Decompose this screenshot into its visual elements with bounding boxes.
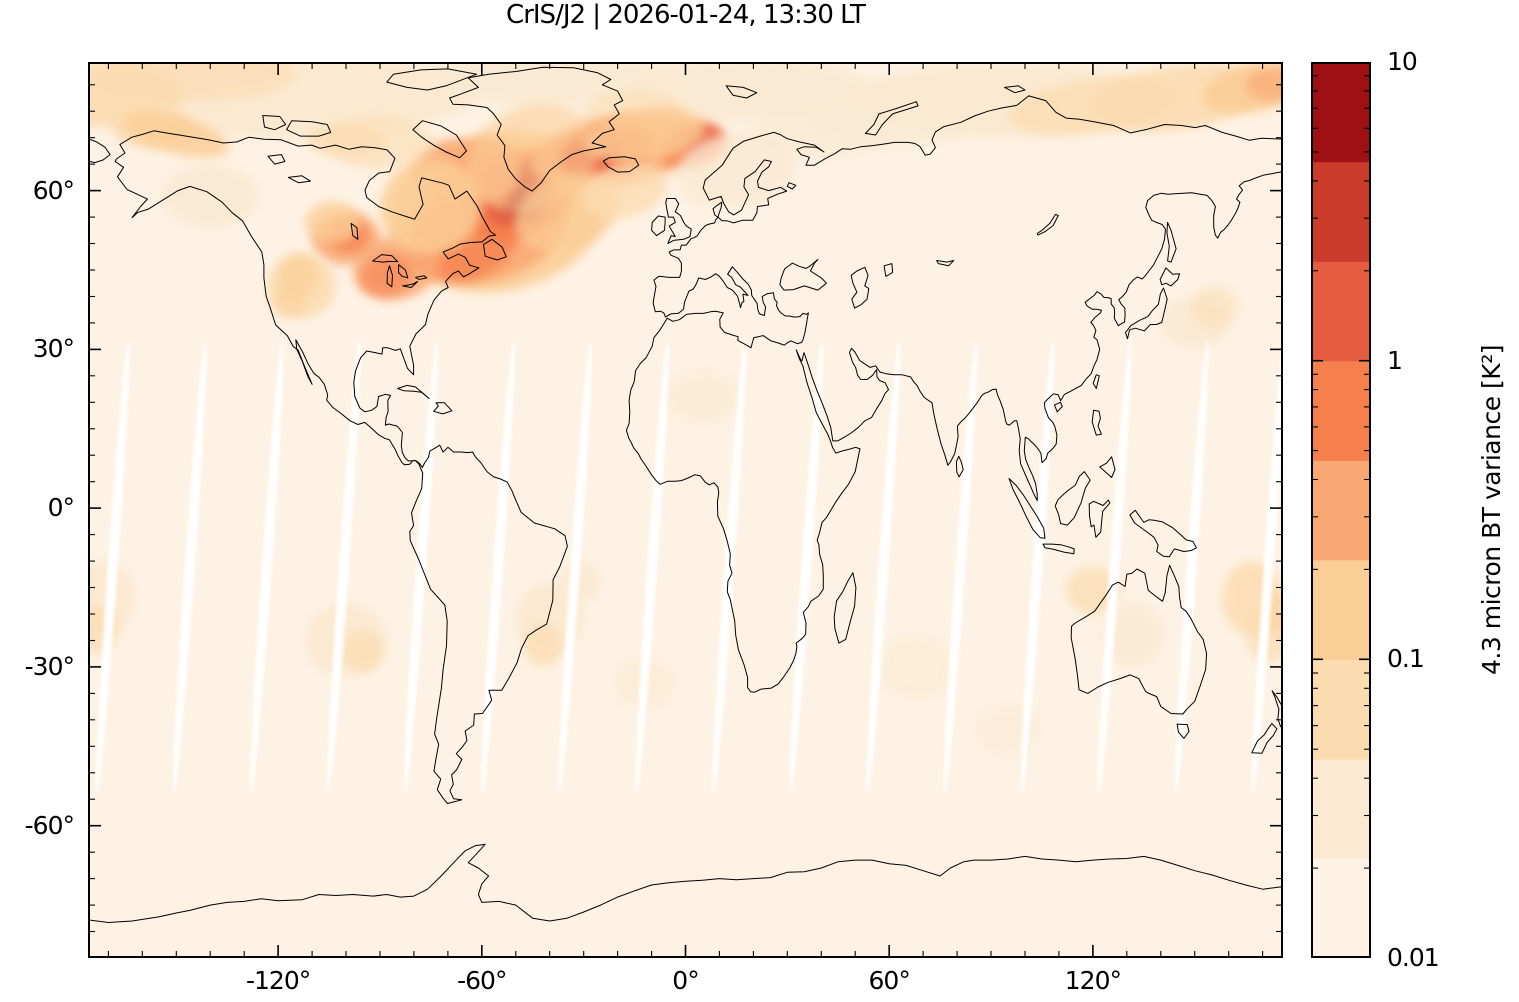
x-tick-label: 120°: [1064, 966, 1122, 995]
colorbar-tick-label: 0.1: [1387, 644, 1425, 674]
colorbar: [1311, 62, 1371, 958]
colorbar-tick-label: 10: [1387, 47, 1418, 76]
y-tick-label: -30°: [24, 651, 75, 681]
x-tick-label: 60°: [868, 966, 911, 995]
y-tick-label: 30°: [32, 334, 75, 364]
y-tick-label: -60°: [24, 810, 75, 840]
map-axes: [88, 62, 1283, 958]
colorbar-title: 4.3 micron BT variance [K²]: [1477, 345, 1506, 675]
plot-title: CrIS/J2 | 2026-01-24, 13:30 LT: [506, 0, 866, 30]
y-tick-label: 60°: [32, 175, 75, 205]
x-tick-label: 0°: [672, 966, 699, 995]
x-tick-label: -60°: [457, 966, 507, 995]
colorbar-tick-label: 1: [1387, 345, 1403, 375]
x-tick-label: -120°: [245, 966, 311, 995]
colorbar-tick-label: 0.01: [1387, 943, 1440, 972]
y-tick-label: 0°: [47, 493, 75, 523]
map-canvas: [88, 62, 1283, 958]
